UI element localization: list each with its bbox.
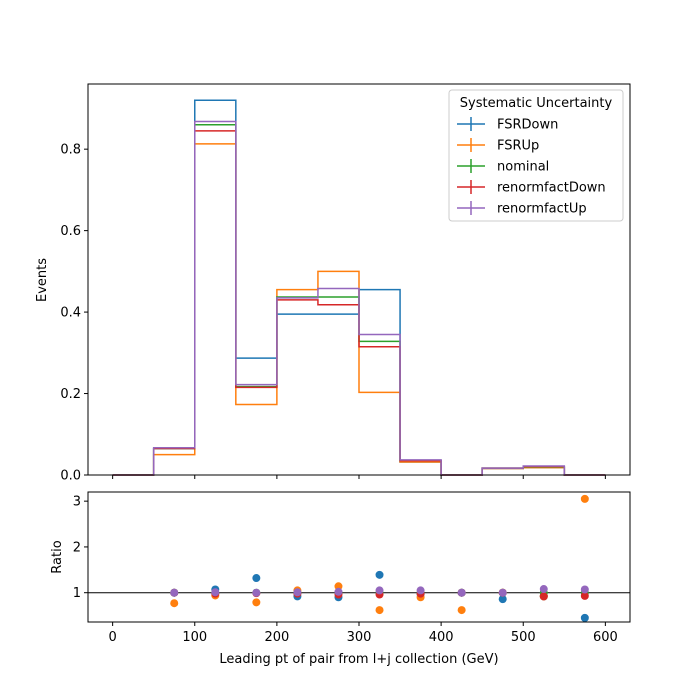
ratio-point-renormfactUp <box>293 588 302 597</box>
bottom-x-tick-label: 100 <box>182 630 207 645</box>
ratio-point-FSRDown <box>375 570 384 579</box>
legend-label-renormfactUp: renormfactUp <box>497 202 587 217</box>
legend-frame <box>448 89 624 222</box>
ratio-point-FSRUp <box>457 606 466 615</box>
ratio-point-FSRUp <box>170 599 179 608</box>
top-y-tick-label: 0.0 <box>60 469 81 484</box>
legend-label-FSRUp: FSRUp <box>497 139 539 154</box>
bottom-panel: 1 2 3 0 100 200 300 400 500 600 Ratio Leading pt… <box>50 491 631 667</box>
top-y-tick-label: 0.8 <box>60 143 81 158</box>
ratio-point-renormfactUp <box>457 588 466 597</box>
bottom-x-tick-label: 500 <box>511 630 536 645</box>
bottom-x-tick-label: 300 <box>347 630 372 645</box>
ratio-point-FSRUp <box>375 606 384 615</box>
ratio-point-FSRDown <box>498 595 507 604</box>
ratio-point-renormfactUp <box>170 588 179 597</box>
ratio-point-renormfactUp <box>416 586 425 595</box>
legend-title: Systematic Uncertainty <box>460 96 613 111</box>
ratio-point-renormfactUp <box>211 588 220 597</box>
top-panel: 0.0 0.2 0.4 0.6 0.8 Events Systematic Uncert… <box>35 83 631 484</box>
top-series-group <box>112 99 606 476</box>
ratio-point-FSRUp <box>580 494 589 503</box>
top-y-tick-label: 0.4 <box>60 306 81 321</box>
bottom-x-tick-label: 600 <box>593 630 618 645</box>
ratio-point-renormfactDown <box>580 591 589 600</box>
legend-label-nominal: nominal <box>497 160 549 175</box>
top-y-tick-label: 0.6 <box>60 224 81 239</box>
ratio-point-FSRUp <box>252 598 261 607</box>
legend-label-FSRDown: FSRDown <box>497 118 558 133</box>
legend: Systematic Uncertainty FSRDown FSRUp nomina… <box>448 89 624 222</box>
bottom-y-tick-label: 2 <box>73 540 81 555</box>
bottom-x-tick-label: 200 <box>264 630 289 645</box>
top-y-tick-label: 0.2 <box>60 387 81 402</box>
ratio-point-renormfactUp <box>498 588 507 597</box>
ratio-point-FSRUp <box>334 582 343 591</box>
ratio-point-FSRDown <box>252 574 261 583</box>
top-x-ticks <box>112 475 606 479</box>
bottom-series-group <box>170 494 589 622</box>
top-y-axis: 0.0 0.2 0.4 0.6 0.8 <box>60 143 88 484</box>
bottom-y-axis: 1 2 3 <box>73 495 88 601</box>
ratio-point-renormfactUp <box>375 586 384 595</box>
ratio-point-renormfactUp <box>252 588 261 597</box>
legend-label-renormfactDown: renormfactDown <box>497 181 606 196</box>
ratio-point-renormfactUp <box>539 585 548 594</box>
top-y-axis-title: Events <box>35 258 50 302</box>
x-axis-title: Leading pt of pair from l+j collection (… <box>219 652 498 667</box>
ratio-point-renormfactUp <box>580 585 589 594</box>
bottom-y-tick-label: 1 <box>73 586 81 601</box>
bottom-x-tick-label: 0 <box>108 630 116 645</box>
bottom-y-tick-label: 3 <box>73 495 81 510</box>
ratio-point-renormfactUp <box>334 587 343 596</box>
bottom-x-axis: 0 100 200 300 400 500 600 <box>108 622 618 645</box>
histogram-renormfactUp <box>112 120 606 476</box>
bottom-y-axis-title: Ratio <box>50 540 65 573</box>
ratio-point-FSRDown <box>580 613 589 622</box>
bottom-x-tick-label: 400 <box>429 630 454 645</box>
ratio-point-renormfactDown <box>539 592 548 601</box>
bottom-plot-frame <box>87 491 631 623</box>
